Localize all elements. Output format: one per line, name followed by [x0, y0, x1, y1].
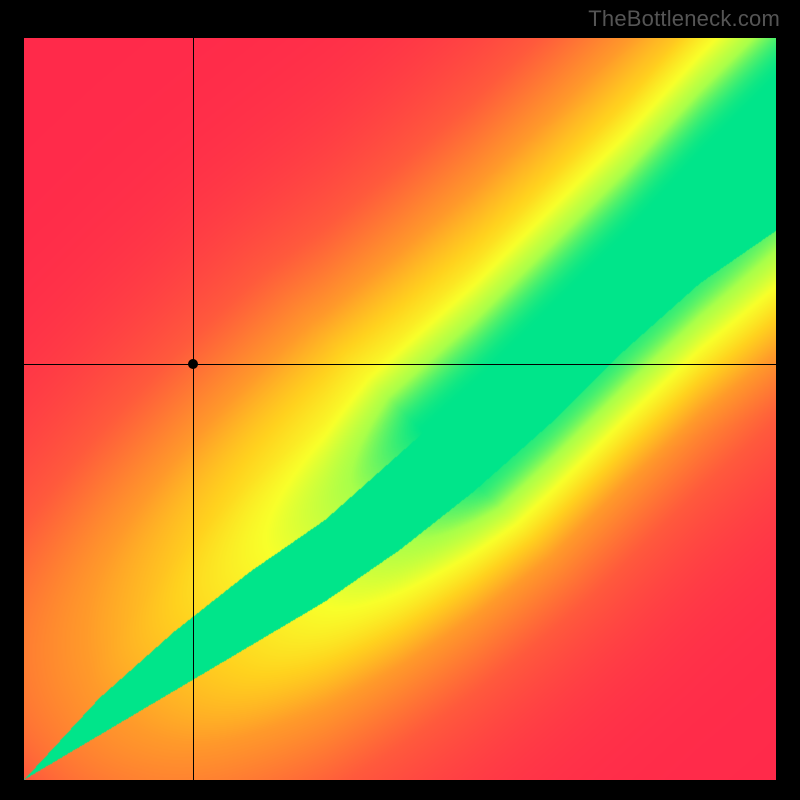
watermark-text: TheBottleneck.com: [588, 6, 780, 32]
heatmap-plot-area: [24, 38, 776, 780]
crosshair-marker: [188, 359, 198, 369]
heatmap-canvas: [24, 38, 776, 780]
crosshair-vertical: [193, 38, 194, 780]
crosshair-horizontal: [24, 364, 776, 365]
